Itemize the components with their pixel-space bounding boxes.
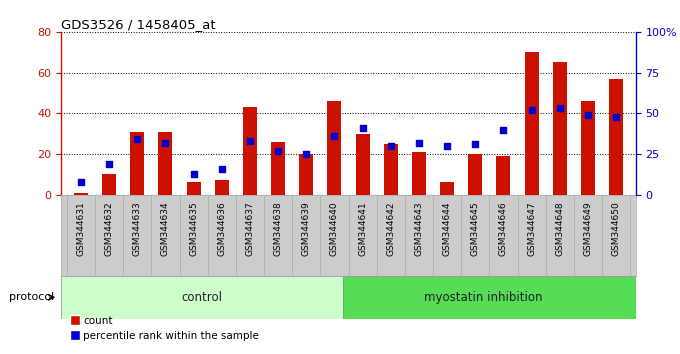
Point: [441, 143, 452, 149]
Bar: [74, 193, 88, 195]
Point: [357, 125, 368, 131]
Bar: [553, 62, 567, 195]
Text: GSM344642: GSM344642: [386, 201, 395, 256]
Text: GSM344640: GSM344640: [330, 201, 339, 256]
Text: protocol: protocol: [9, 292, 54, 302]
Bar: [356, 133, 370, 195]
Text: GSM344639: GSM344639: [302, 201, 311, 256]
Text: GSM344635: GSM344635: [189, 201, 198, 256]
Bar: [384, 144, 398, 195]
Text: GSM344636: GSM344636: [217, 201, 226, 256]
Point: [301, 151, 311, 157]
Point: [413, 140, 424, 145]
Text: GSM344649: GSM344649: [583, 201, 592, 256]
Bar: [158, 132, 173, 195]
Text: GSM344650: GSM344650: [611, 201, 621, 256]
Text: GSM344634: GSM344634: [161, 201, 170, 256]
Bar: [524, 52, 539, 195]
Bar: [243, 107, 257, 195]
Bar: [609, 79, 623, 195]
Point: [160, 140, 171, 145]
Point: [470, 141, 481, 147]
Bar: [215, 181, 228, 195]
Bar: [102, 175, 116, 195]
Text: GSM344646: GSM344646: [499, 201, 508, 256]
Text: GSM344641: GSM344641: [358, 201, 367, 256]
Point: [188, 171, 199, 176]
Point: [132, 137, 143, 142]
Point: [273, 148, 284, 154]
Legend: count, percentile rank within the sample: count, percentile rank within the sample: [67, 312, 263, 345]
Bar: [412, 152, 426, 195]
Text: GSM344645: GSM344645: [471, 201, 480, 256]
Text: GSM344638: GSM344638: [273, 201, 283, 256]
Point: [611, 114, 622, 119]
Point: [245, 138, 256, 144]
Text: GDS3526 / 1458405_at: GDS3526 / 1458405_at: [61, 18, 216, 31]
Bar: [61, 276, 343, 319]
Point: [329, 133, 340, 139]
Point: [75, 179, 86, 184]
Text: GSM344647: GSM344647: [527, 201, 536, 256]
Point: [103, 161, 114, 167]
Text: control: control: [182, 291, 222, 304]
Point: [386, 143, 396, 149]
Text: GSM344637: GSM344637: [245, 201, 254, 256]
Bar: [440, 183, 454, 195]
Bar: [327, 101, 341, 195]
Point: [554, 105, 565, 111]
Bar: [581, 101, 595, 195]
Bar: [343, 276, 636, 319]
Text: GSM344648: GSM344648: [556, 201, 564, 256]
Point: [498, 127, 509, 132]
Bar: [186, 183, 201, 195]
Point: [216, 166, 227, 171]
Text: GSM344631: GSM344631: [76, 201, 86, 256]
Bar: [130, 132, 144, 195]
Bar: [496, 156, 511, 195]
Text: GSM344633: GSM344633: [133, 201, 141, 256]
Text: myostatin inhibition: myostatin inhibition: [424, 291, 543, 304]
Bar: [299, 154, 313, 195]
Text: GSM344643: GSM344643: [414, 201, 424, 256]
Bar: [271, 142, 285, 195]
Text: GSM344644: GSM344644: [443, 201, 452, 256]
Bar: [469, 154, 482, 195]
Point: [526, 107, 537, 113]
Point: [583, 112, 594, 118]
Text: GSM344632: GSM344632: [105, 201, 114, 256]
